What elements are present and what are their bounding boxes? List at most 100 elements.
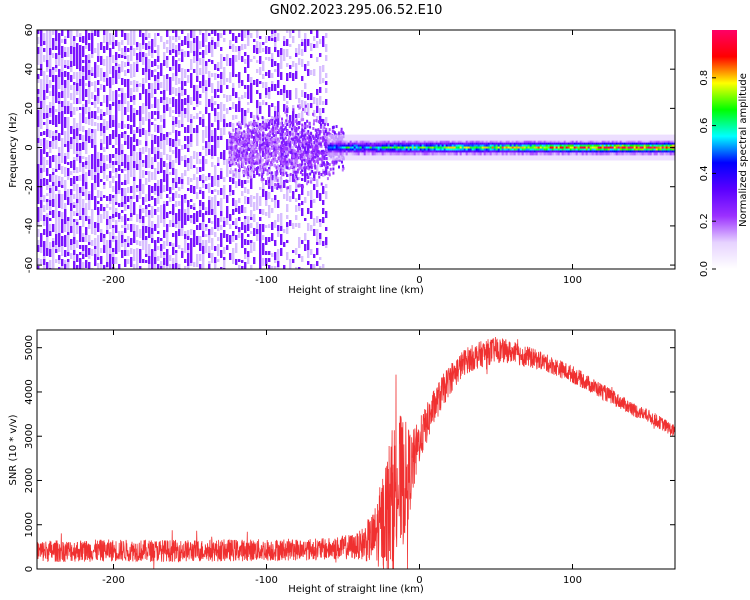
heatmap-cell xyxy=(115,191,118,194)
heatmap-cell xyxy=(271,146,274,150)
heatmap-cell xyxy=(67,197,70,205)
heatmap-cell xyxy=(267,183,270,187)
heatmap-cell xyxy=(181,85,184,90)
heatmap-cell xyxy=(40,162,43,165)
heatmap-cell xyxy=(94,172,97,175)
heatmap-cell xyxy=(322,208,325,211)
heatmap-cell xyxy=(259,236,262,244)
heatmap-cell xyxy=(268,57,271,61)
heatmap-cell xyxy=(233,151,236,155)
heatmap-cell xyxy=(223,160,226,165)
heatmap-cell xyxy=(495,144,498,148)
heatmap-cell xyxy=(172,204,175,211)
heatmap-cell xyxy=(247,41,250,46)
heatmap-cell xyxy=(169,84,172,87)
heatmap-cell xyxy=(274,220,277,223)
heatmap-cell xyxy=(214,89,217,95)
heatmap-cell xyxy=(133,108,136,113)
heatmap-cell xyxy=(240,135,243,139)
heatmap-cell xyxy=(275,146,278,150)
heatmap-cell xyxy=(266,169,269,173)
heatmap-cell xyxy=(190,248,193,251)
heatmap-cell xyxy=(202,177,205,180)
heatmap-cell xyxy=(211,201,214,209)
heatmap-cell xyxy=(94,145,97,153)
heatmap-cell xyxy=(253,80,256,85)
heatmap-cell xyxy=(551,146,554,150)
heatmap-cell xyxy=(46,244,49,248)
heatmap-cell xyxy=(281,133,284,137)
heatmap-cell xyxy=(172,121,175,125)
heatmap-cell xyxy=(325,44,328,52)
heatmap-cell xyxy=(271,34,274,38)
heatmap-cell xyxy=(46,229,49,237)
heatmap-cell xyxy=(103,245,106,253)
heatmap-cell xyxy=(100,220,103,223)
heatmap-cell xyxy=(211,60,214,64)
heatmap-cell xyxy=(130,248,133,254)
heatmap-cell xyxy=(377,144,380,148)
heatmap-cell xyxy=(124,33,127,40)
heatmap-cell xyxy=(389,148,392,152)
heatmap-cell xyxy=(320,118,323,122)
heatmap-cell xyxy=(246,154,249,158)
heatmap-cell xyxy=(67,106,70,114)
heatmap-cell xyxy=(324,130,327,134)
heatmap-cell xyxy=(375,142,378,146)
heatmap-cell xyxy=(88,200,91,206)
heatmap-cell xyxy=(229,164,232,167)
heatmap-cell xyxy=(46,113,49,118)
heatmap-cell xyxy=(163,161,166,167)
heatmap-cell xyxy=(187,125,190,133)
heatmap-cell xyxy=(184,136,187,141)
heatmap-cell xyxy=(314,146,317,150)
heatmap-cell xyxy=(121,225,124,228)
heatmap-cell xyxy=(457,142,460,146)
heatmap-cell xyxy=(296,123,299,127)
heatmap-cell xyxy=(319,123,322,127)
heatmap-cell xyxy=(136,158,139,164)
heatmap-cell xyxy=(335,146,338,150)
heatmap-cell xyxy=(318,139,321,143)
heatmap-cell xyxy=(294,131,297,135)
heatmap-cell xyxy=(411,148,414,152)
heatmap-cell xyxy=(55,30,58,37)
heatmap-cell xyxy=(305,111,308,115)
heatmap-cell xyxy=(133,145,136,151)
heatmap-cell xyxy=(49,147,52,153)
heatmap-cell xyxy=(172,223,175,227)
heatmap-cell xyxy=(181,195,184,202)
heatmap-cell xyxy=(196,192,199,195)
heatmap-cell xyxy=(250,231,253,234)
heatmap-cell xyxy=(196,159,199,164)
heatmap-cell xyxy=(214,165,217,170)
heatmap-cell xyxy=(301,173,304,177)
heatmap-cell xyxy=(296,177,299,181)
heatmap-cell xyxy=(88,194,91,200)
heatmap-cell xyxy=(421,144,424,148)
heatmap-cell xyxy=(304,92,307,98)
heatmap-cell xyxy=(157,200,160,204)
heatmap-cell xyxy=(223,257,226,260)
heatmap-cell xyxy=(241,113,244,117)
heatmap-cell xyxy=(310,54,313,58)
heatmap-cell xyxy=(94,160,97,164)
heatmap-cell xyxy=(469,148,472,152)
heatmap-cell xyxy=(277,225,280,231)
heatmap-cell xyxy=(169,172,172,175)
heatmap-cell xyxy=(217,74,220,78)
heatmap-cell xyxy=(55,211,58,219)
heatmap-cell xyxy=(286,204,289,212)
heatmap-cell xyxy=(115,202,118,205)
heatmap-cell xyxy=(169,107,172,113)
heatmap-cell xyxy=(199,200,202,206)
heatmap-cell xyxy=(112,91,115,94)
heatmap-cell xyxy=(237,163,240,167)
heatmap-cell xyxy=(40,64,43,70)
heatmap-cell xyxy=(274,171,277,178)
heatmap-cell xyxy=(471,152,474,156)
heatmap-cell xyxy=(190,242,193,248)
heatmap-cell xyxy=(106,144,109,149)
heatmap-cell xyxy=(557,148,560,152)
heatmap-cell xyxy=(463,140,466,144)
